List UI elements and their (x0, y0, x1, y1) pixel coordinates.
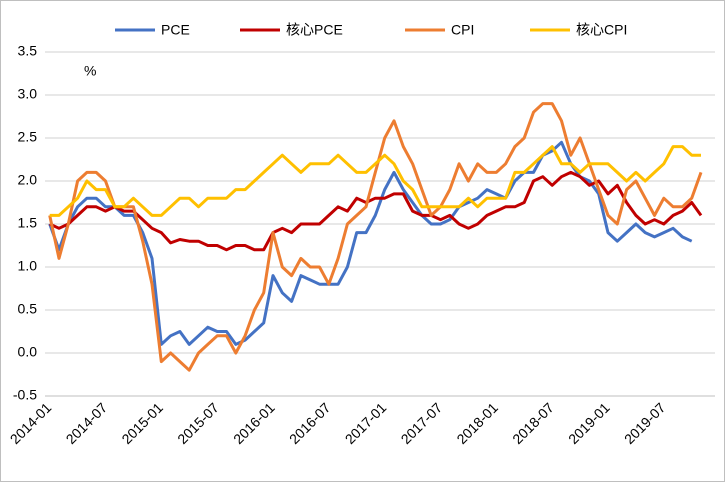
y-tick-label: 3.0 (18, 86, 38, 102)
annotation: % (84, 63, 96, 79)
y-tick-label: 2.5 (18, 129, 38, 145)
legend-label: 核心CPI (576, 22, 627, 38)
y-tick-label: 2.0 (18, 172, 38, 188)
series-line (48, 140, 693, 346)
y-tick-label: 3.5 (18, 43, 38, 59)
series-line (48, 102, 703, 372)
legend-label: CPI (451, 22, 474, 38)
y-tick-label: 1.5 (18, 215, 38, 231)
legend-label: 核心PCE (286, 22, 343, 38)
legend-label: PCE (161, 22, 190, 38)
y-tick-label: 1.0 (18, 258, 38, 274)
series-line (49, 145, 701, 217)
series-line (49, 170, 703, 252)
y-tick-label: -0.5 (13, 387, 37, 403)
y-tick-label: 0.0 (18, 344, 38, 360)
y-tick-label: 0.5 (18, 301, 38, 317)
